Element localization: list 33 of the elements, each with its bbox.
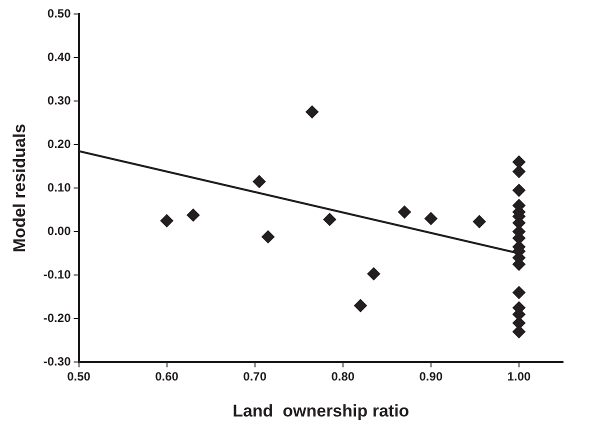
y-tick-label: 0.20: [47, 136, 72, 151]
x-tick-label: 0.80: [331, 370, 355, 384]
y-tick-label: -0.10: [43, 267, 72, 282]
point: [512, 325, 526, 338]
point: [252, 175, 266, 188]
point: [472, 215, 486, 228]
x-tick-label: 0.90: [419, 370, 443, 384]
point: [512, 155, 526, 168]
point: [262, 230, 275, 244]
y-tick-label: -0.30: [43, 354, 72, 369]
point: [306, 105, 319, 118]
point: [186, 208, 200, 222]
y-tick-label: 0.00: [47, 224, 72, 238]
point: [424, 212, 438, 226]
point: [160, 214, 174, 228]
point: [354, 299, 367, 312]
x-tick-label: 0.50: [67, 370, 91, 384]
y-tick-label: 0.50: [47, 6, 72, 20]
x-tick-label: 0.60: [155, 370, 179, 384]
y-axis-title: Model residuals: [10, 124, 29, 252]
point: [367, 267, 380, 280]
y-tick-label: 0.10: [47, 180, 72, 194]
point: [512, 286, 526, 300]
x-tick-label: 1.00: [507, 370, 531, 384]
point: [398, 206, 412, 219]
point: [512, 184, 526, 197]
y-tick-label: 0.30: [47, 93, 72, 108]
point: [323, 212, 336, 226]
point: [512, 165, 526, 178]
x-tick-label: 0.70: [243, 370, 267, 384]
x-axis-title: Land ownership ratio: [232, 401, 410, 420]
y-tick-label: 0.40: [47, 50, 72, 64]
y-tick-label: -0.20: [43, 310, 72, 325]
